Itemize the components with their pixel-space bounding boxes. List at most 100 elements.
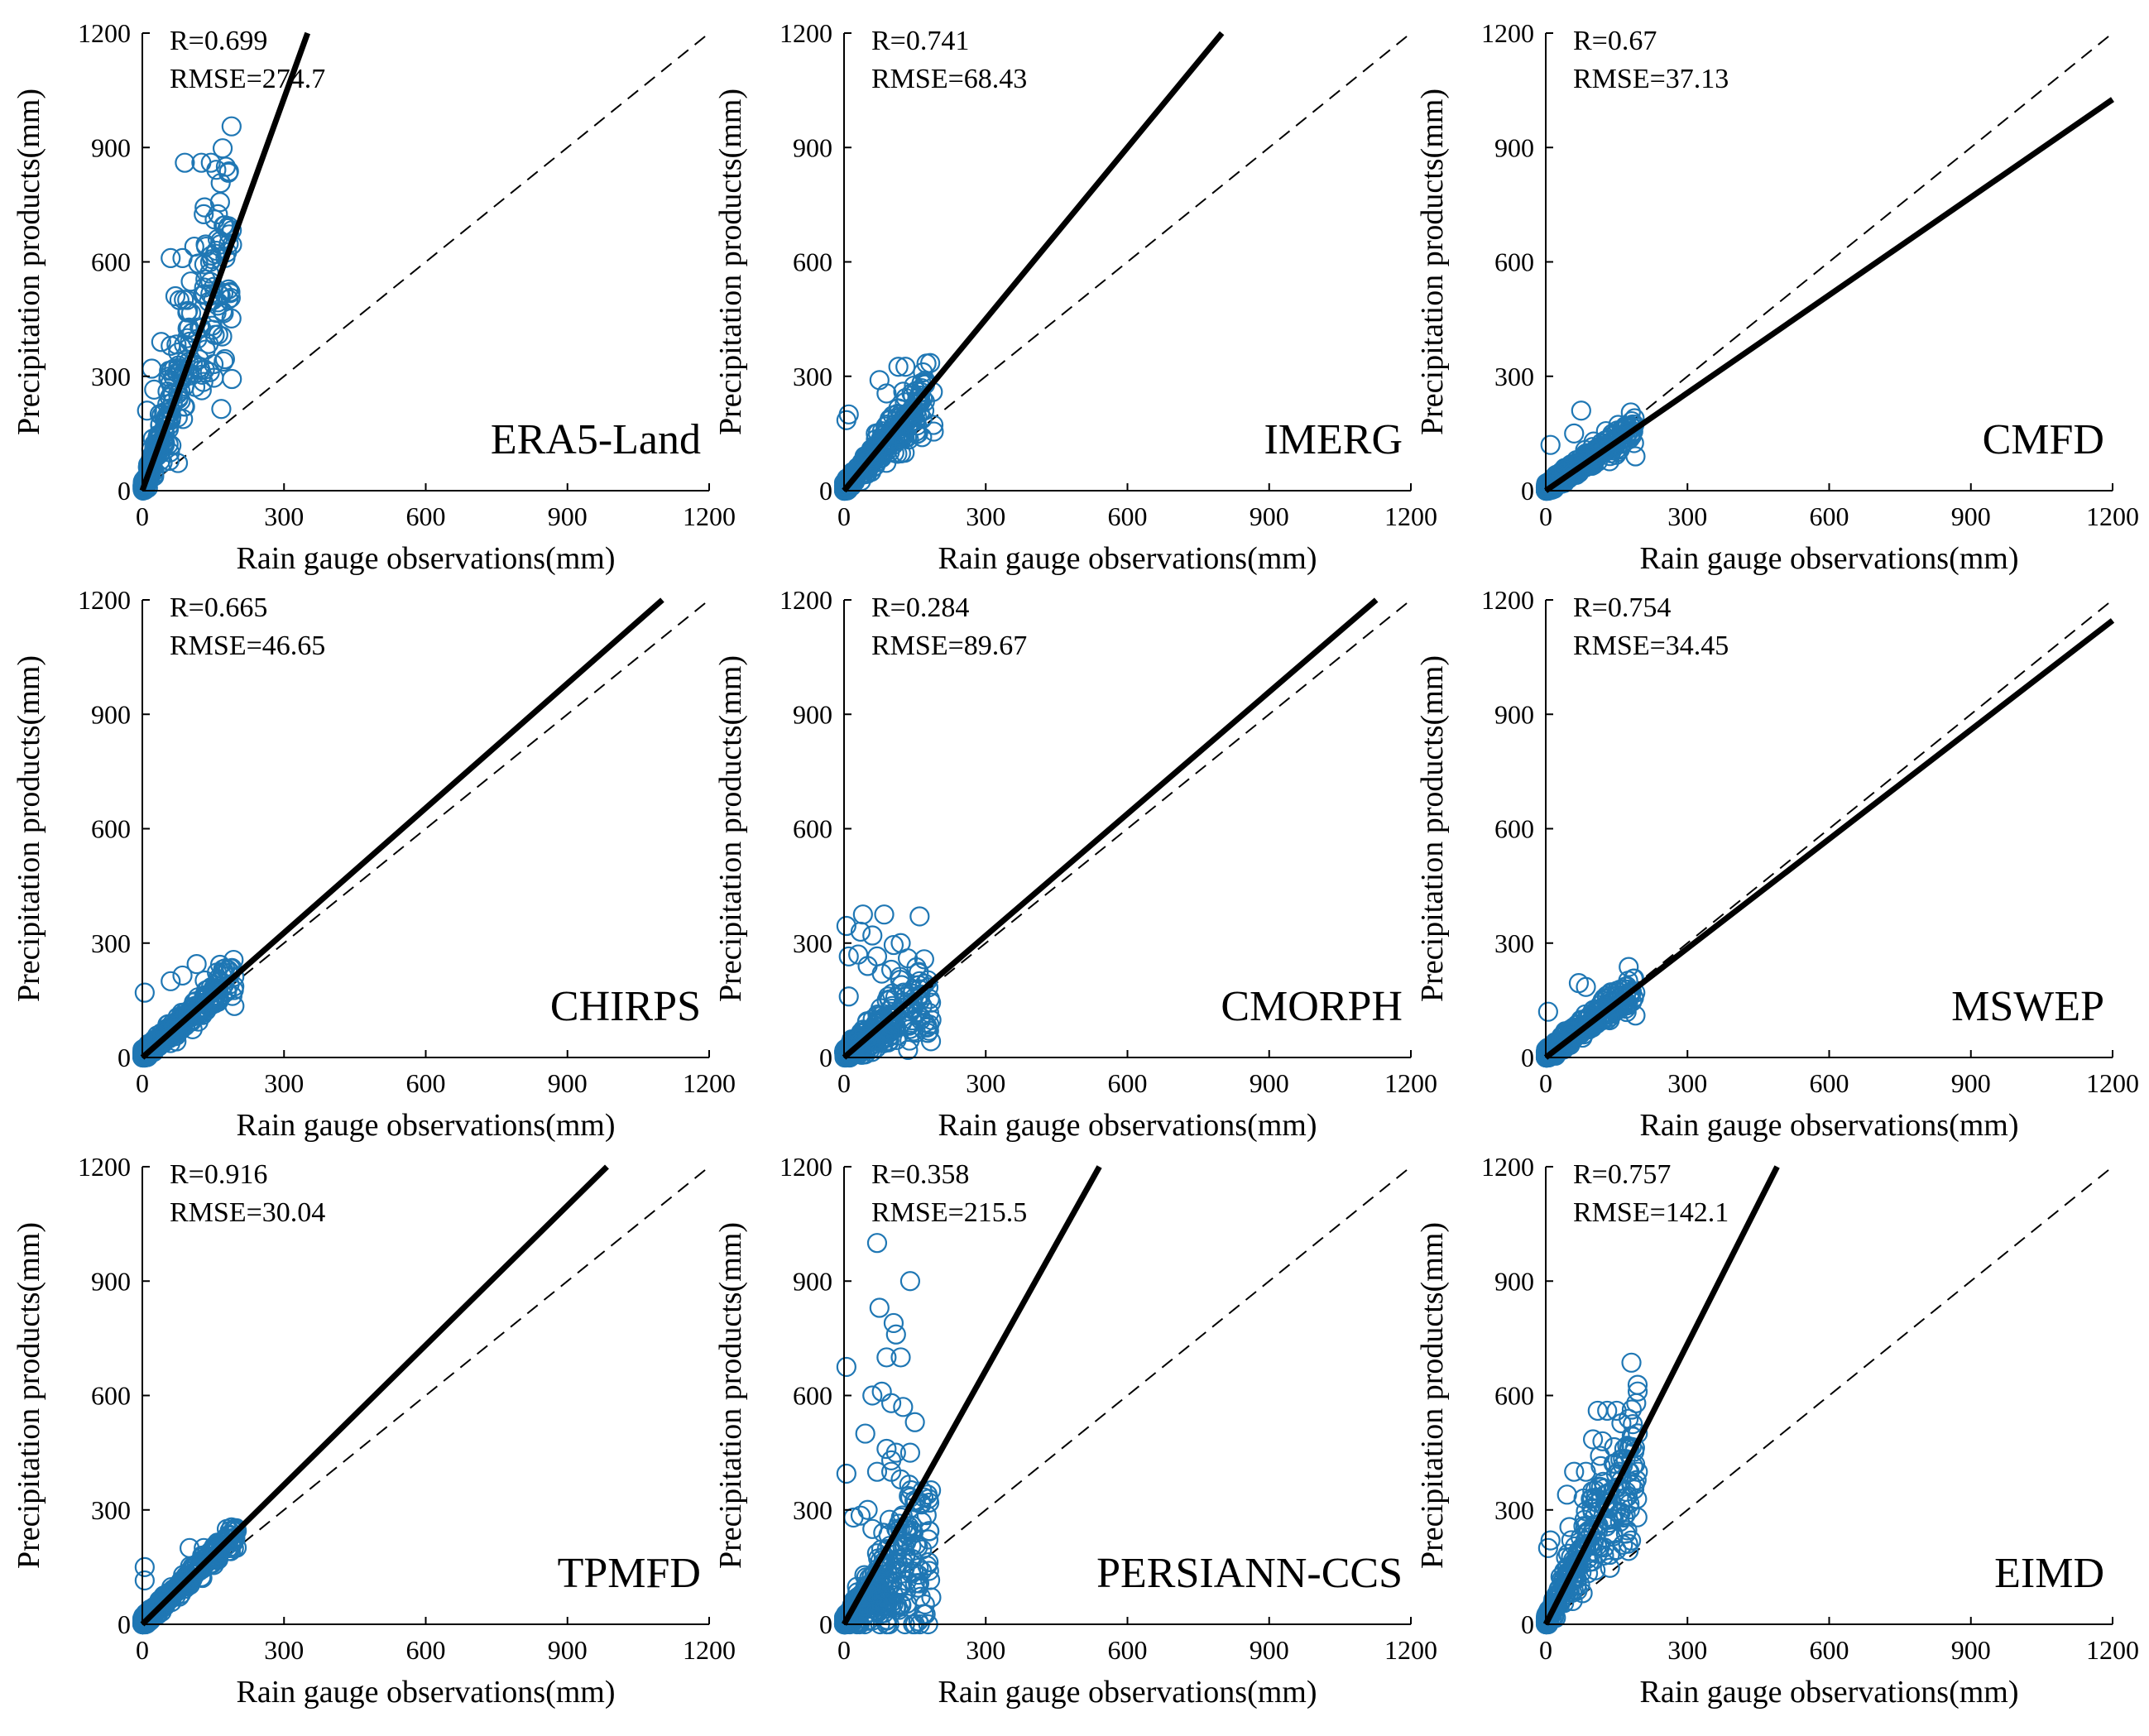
data-point — [1576, 976, 1596, 997]
data-point — [850, 921, 871, 942]
y-tick-label: 1200 — [779, 1152, 832, 1182]
regression-fit-line — [140, 1164, 609, 1627]
y-tick-label: 1200 — [779, 18, 832, 48]
x-tick-label: 1200 — [2086, 501, 2139, 531]
data-point — [883, 1008, 904, 1029]
y-tick-label: 300 — [91, 362, 131, 391]
x-tick-label: 1200 — [2086, 1068, 2139, 1098]
x-axis-title: Rain gauge observations(mm) — [938, 1108, 1317, 1143]
rmse-text: RMSE=46.65 — [170, 631, 325, 661]
product-label: CMORPH — [1221, 983, 1403, 1030]
x-axis-title: Rain gauge observations(mm) — [236, 541, 615, 576]
regression-fit-line — [1543, 618, 2115, 1060]
data-point — [1592, 1431, 1613, 1451]
data-point — [855, 1423, 875, 1444]
correlation-text: R=0.284 — [871, 592, 969, 623]
data-point — [1606, 1540, 1627, 1561]
data-point — [211, 399, 232, 420]
y-axis-title: Precipitation products(mm) — [1415, 1222, 1450, 1569]
data-point — [885, 1442, 906, 1463]
data-point — [1620, 402, 1641, 423]
x-axis-title: Rain gauge observations(mm) — [236, 1675, 615, 1710]
data-point — [914, 1594, 935, 1615]
data-point — [1537, 1001, 1558, 1022]
data-point — [195, 236, 217, 257]
data-point — [226, 1537, 247, 1558]
data-point — [194, 204, 214, 224]
x-tick-label: 0 — [1539, 501, 1552, 531]
scatter-panel-chirps: 0 300 600 900 1200 0 300 600 900 1200 Rain gauge o… — [12, 585, 736, 1143]
data-point — [874, 904, 895, 925]
data-point — [1597, 1400, 1618, 1422]
data-point — [885, 1324, 906, 1345]
y-tick-label: 900 — [1494, 1266, 1534, 1296]
y-tick-label: 0 — [1521, 1043, 1534, 1072]
x-axis-title: Rain gauge observations(mm) — [1639, 1108, 2018, 1143]
correlation-text: R=0.665 — [170, 592, 267, 623]
data-point — [902, 1549, 923, 1570]
data-point — [880, 959, 902, 981]
reference-1to1-line — [843, 599, 1412, 1058]
scatter-panel-mswep: 0 300 600 900 1200 0 300 600 900 1200 Rain gauge o… — [1415, 585, 2139, 1143]
y-axis-title: Precipitation products(mm) — [1415, 655, 1450, 1002]
data-point — [912, 1561, 933, 1581]
data-point — [165, 285, 186, 307]
reference-1to1-line — [142, 32, 710, 492]
data-point — [876, 1347, 897, 1368]
data-point — [1619, 957, 1639, 977]
x-tick-label: 1200 — [683, 1068, 736, 1098]
y-tick-label: 900 — [1494, 699, 1534, 729]
product-label: TPMFD — [558, 1550, 701, 1597]
data-point — [895, 357, 916, 377]
data-point — [866, 1600, 887, 1621]
y-tick-label: 1200 — [1481, 585, 1534, 615]
data-point — [862, 1385, 883, 1406]
y-tick-label: 900 — [91, 699, 131, 729]
x-tick-label: 900 — [548, 1068, 588, 1098]
data-point — [1615, 984, 1637, 1005]
data-point — [919, 1521, 940, 1542]
y-tick-label: 600 — [1494, 814, 1534, 844]
scatter-panel-era5-land: 0 300 600 900 1200 0 300 600 900 1200 Rain gauge o… — [12, 18, 736, 576]
scatter-panel-persiann-ccs: 0 300 600 900 1200 0 300 600 900 1200 Rain gauge o… — [713, 1152, 1437, 1710]
data-point — [904, 1561, 924, 1582]
data-point — [185, 1561, 206, 1581]
x-tick-label: 900 — [548, 501, 588, 531]
x-tick-label: 900 — [1951, 1068, 1991, 1098]
scatter-panel-cmfd: 0 300 600 900 1200 0 300 600 900 1200 Rain gauge o… — [1415, 18, 2139, 576]
x-tick-label: 0 — [1539, 1635, 1552, 1665]
data-point — [144, 379, 165, 400]
regression-fit-line — [139, 31, 311, 492]
y-tick-label: 0 — [118, 476, 131, 506]
data-point — [1564, 423, 1585, 444]
data-point — [908, 1537, 928, 1557]
data-point — [184, 236, 204, 257]
y-tick-label: 0 — [819, 1043, 832, 1072]
y-tick-label: 1200 — [78, 1152, 131, 1182]
product-label: CHIRPS — [550, 983, 701, 1030]
data-point — [1564, 1461, 1585, 1482]
data-point — [1625, 446, 1646, 467]
scatter-panel-cmorph: 0 300 600 900 1200 0 300 600 900 1200 Rain gauge o… — [713, 585, 1437, 1143]
scatter-panel-imerg: 0 300 600 900 1200 0 300 600 900 1200 Rain gauge o… — [713, 18, 1437, 576]
y-tick-label: 600 — [793, 247, 832, 277]
data-point — [172, 247, 193, 268]
x-tick-label: 300 — [1667, 501, 1707, 531]
data-point — [178, 1004, 199, 1024]
y-tick-label: 0 — [819, 1609, 832, 1639]
data-point — [227, 1520, 247, 1542]
x-axis-title: Rain gauge observations(mm) — [1639, 1675, 2018, 1710]
y-axis-title: Precipitation products(mm) — [713, 89, 748, 435]
x-tick-label: 600 — [1810, 1068, 1849, 1098]
scatter-panel-tpmfd: 0 300 600 900 1200 0 300 600 900 1200 Rain gauge o… — [12, 1152, 736, 1710]
x-tick-label: 300 — [1667, 1635, 1707, 1665]
data-point — [836, 410, 856, 430]
correlation-text: R=0.67 — [1573, 26, 1657, 56]
y-tick-label: 300 — [793, 1495, 832, 1525]
rmse-text: RMSE=68.43 — [871, 64, 1027, 94]
data-point — [888, 357, 909, 377]
data-point — [879, 423, 899, 444]
x-tick-label: 0 — [136, 1635, 149, 1665]
data-point — [191, 152, 212, 173]
x-tick-label: 600 — [1108, 501, 1148, 531]
